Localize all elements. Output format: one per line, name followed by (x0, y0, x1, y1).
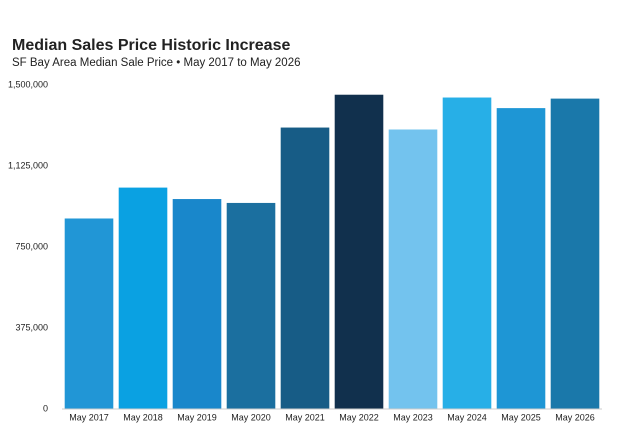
x-tick-label: May 2023 (393, 412, 433, 422)
bar (64, 218, 114, 409)
x-tick-label: May 2026 (555, 412, 595, 422)
y-tick-label: 375,000 (15, 322, 48, 332)
y-tick-label: 0 (43, 403, 48, 413)
chart-subtitle: SF Bay Area Median Sale Price • May 2017… (12, 57, 300, 69)
bar (442, 97, 492, 409)
bar (496, 108, 546, 409)
bar (550, 98, 600, 409)
y-tick-label: 750,000 (15, 241, 48, 251)
chart-title: Median Sales Price Historic Increase (12, 37, 290, 54)
x-tick-label: May 2022 (339, 412, 379, 422)
x-tick-label: May 2024 (447, 412, 487, 422)
x-tick-label: May 2025 (501, 412, 541, 422)
x-tick-label: May 2019 (177, 412, 217, 422)
bar (280, 127, 330, 409)
bar (118, 187, 168, 409)
x-tick-label: May 2018 (123, 412, 163, 422)
bar (172, 199, 222, 409)
bar (226, 202, 276, 409)
bar (334, 94, 384, 409)
x-tick-label: May 2020 (231, 412, 271, 422)
bar (388, 129, 438, 409)
y-tick-label: 1,500,000 (8, 79, 48, 89)
x-tick-label: May 2017 (69, 412, 109, 422)
x-tick-label: May 2021 (285, 412, 325, 422)
y-tick-label: 1,125,000 (8, 160, 48, 170)
